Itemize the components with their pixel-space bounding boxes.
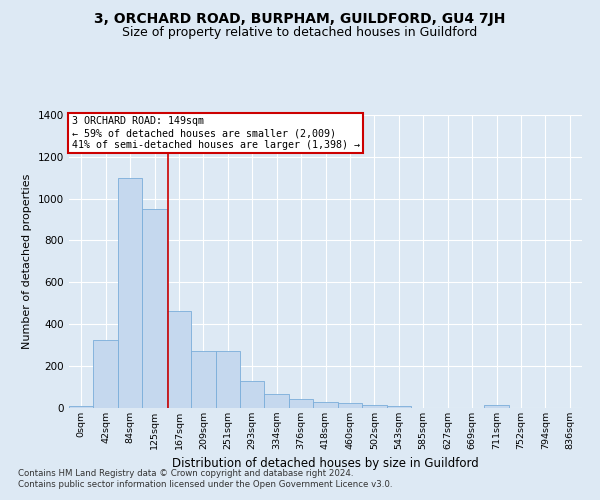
Text: 3, ORCHARD ROAD, BURPHAM, GUILDFORD, GU4 7JH: 3, ORCHARD ROAD, BURPHAM, GUILDFORD, GU4… bbox=[94, 12, 506, 26]
Bar bbox=[142, 209, 167, 408]
Bar bbox=[313, 402, 338, 407]
Bar bbox=[94, 340, 118, 407]
Bar bbox=[215, 351, 240, 408]
Text: Size of property relative to detached houses in Guildford: Size of property relative to detached ho… bbox=[122, 26, 478, 39]
Y-axis label: Number of detached properties: Number of detached properties bbox=[22, 174, 32, 349]
Bar bbox=[484, 406, 509, 407]
Bar bbox=[362, 406, 386, 407]
Bar bbox=[167, 312, 191, 408]
Bar bbox=[265, 394, 289, 407]
X-axis label: Distribution of detached houses by size in Guildford: Distribution of detached houses by size … bbox=[172, 457, 479, 470]
Bar bbox=[118, 178, 142, 408]
Bar bbox=[338, 404, 362, 407]
Bar bbox=[69, 406, 94, 407]
Bar bbox=[289, 399, 313, 407]
Bar bbox=[240, 382, 265, 407]
Bar bbox=[191, 351, 215, 408]
Bar bbox=[386, 406, 411, 408]
Text: 3 ORCHARD ROAD: 149sqm
← 59% of detached houses are smaller (2,009)
41% of semi-: 3 ORCHARD ROAD: 149sqm ← 59% of detached… bbox=[71, 116, 359, 150]
Text: Contains HM Land Registry data © Crown copyright and database right 2024.: Contains HM Land Registry data © Crown c… bbox=[18, 469, 353, 478]
Text: Contains public sector information licensed under the Open Government Licence v3: Contains public sector information licen… bbox=[18, 480, 392, 489]
